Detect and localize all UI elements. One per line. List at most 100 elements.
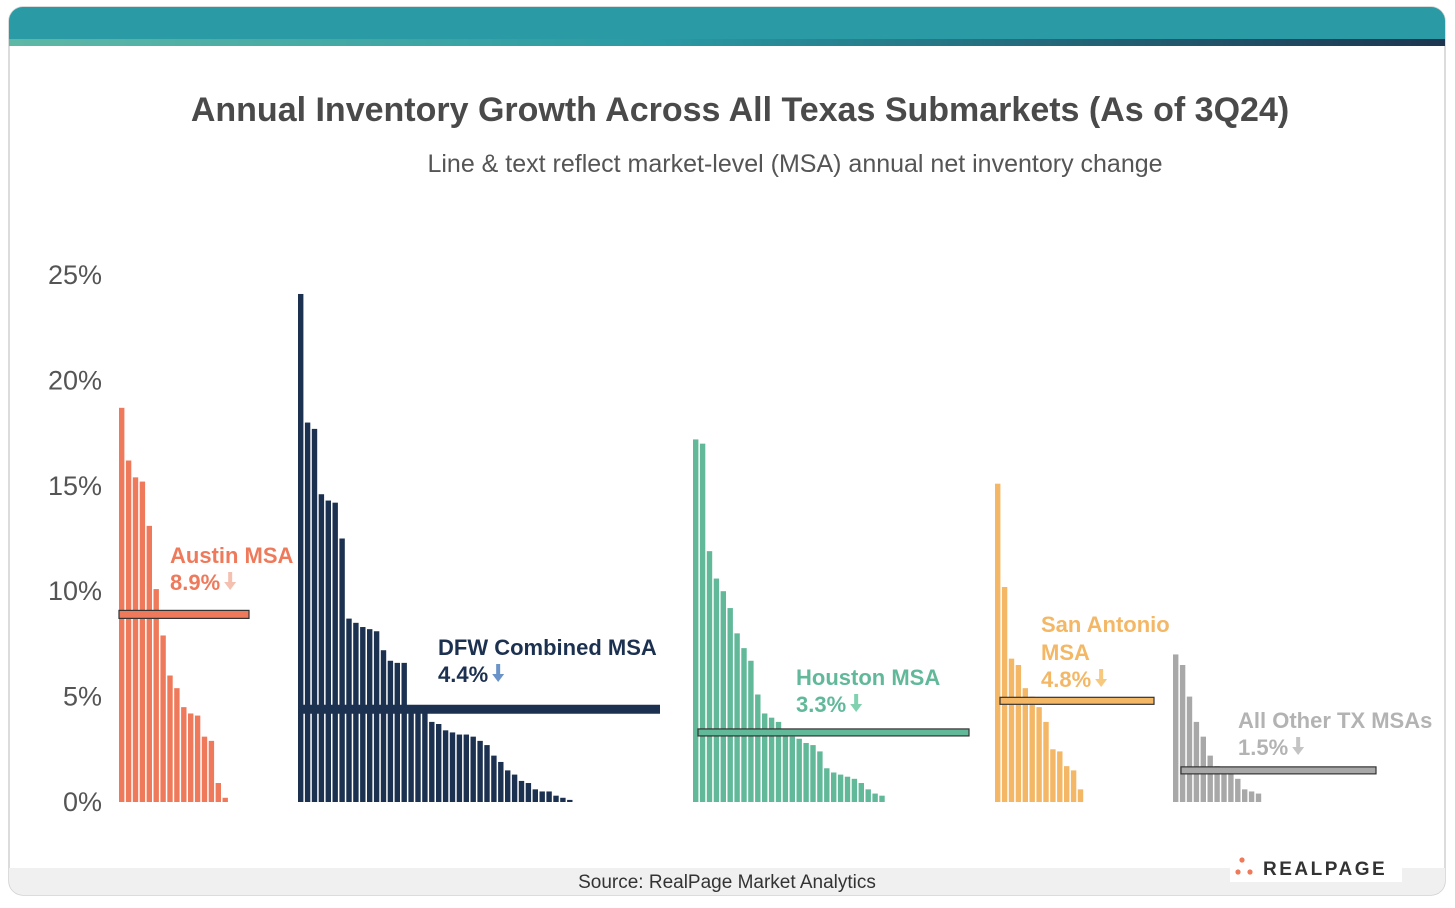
- bar: [1255, 793, 1262, 802]
- bar: [1077, 789, 1084, 802]
- msa-label: 3.3%: [796, 692, 846, 717]
- msa-label: 1.5%: [1238, 735, 1288, 760]
- down-arrow: [224, 572, 237, 590]
- y-tick-label: 5%: [63, 682, 102, 712]
- bar: [511, 774, 518, 802]
- bar: [1228, 770, 1234, 802]
- bar: [1015, 664, 1022, 802]
- bar: [1036, 707, 1042, 802]
- bar: [1173, 654, 1179, 802]
- bar: [394, 662, 400, 802]
- bar: [1179, 664, 1186, 802]
- down-arrow: [850, 694, 863, 712]
- bar: [1235, 778, 1241, 802]
- bar: [803, 742, 809, 802]
- header-stripe: [9, 39, 1445, 46]
- bar: [995, 483, 1001, 802]
- bar: [215, 783, 221, 802]
- bar: [1193, 721, 1200, 802]
- bar: [831, 772, 837, 802]
- bar: [463, 734, 469, 802]
- bar: [125, 460, 132, 802]
- bar: [1221, 768, 1227, 802]
- bar: [498, 761, 504, 802]
- brand: REALPAGE: [1263, 859, 1387, 880]
- y-tick-label: 0%: [63, 787, 102, 817]
- bar: [311, 428, 318, 802]
- bar: [194, 715, 201, 802]
- down-arrow: [492, 664, 505, 682]
- bar: [332, 502, 338, 802]
- bar: [208, 740, 215, 802]
- msa-name: San Antonio MSA: [1041, 612, 1170, 665]
- bar: [755, 694, 761, 802]
- header-band: [9, 7, 1445, 39]
- bar: [837, 774, 844, 802]
- bar: [401, 662, 407, 802]
- bar: [851, 778, 858, 802]
- chart-title: Annual Inventory Growth Across All Texas…: [191, 91, 1289, 129]
- bar: [1029, 696, 1035, 802]
- bar: [436, 724, 442, 802]
- bar: [560, 797, 566, 802]
- bar: [567, 799, 573, 802]
- bar: [817, 751, 823, 802]
- logo-box: [1230, 852, 1402, 882]
- bar: [153, 589, 159, 802]
- down-arrow: [1095, 669, 1108, 687]
- logo-dot: [1235, 869, 1241, 875]
- bar: [298, 293, 304, 802]
- bar: [796, 738, 802, 802]
- bar: [380, 650, 387, 802]
- msa-label: 8.9%: [170, 570, 220, 595]
- bar: [727, 608, 733, 802]
- bar: [1207, 755, 1213, 802]
- bar: [167, 675, 173, 802]
- bar: [318, 494, 325, 802]
- bar: [325, 500, 331, 802]
- bar: [1008, 658, 1015, 802]
- logo-dot: [1239, 857, 1245, 863]
- bar: [304, 422, 311, 802]
- bar: [1057, 751, 1063, 802]
- bar: [782, 730, 789, 802]
- bar: [858, 783, 864, 802]
- bar: [442, 730, 449, 802]
- bar: [456, 734, 463, 802]
- bar: [518, 780, 525, 802]
- bar: [553, 795, 559, 802]
- bar: [160, 635, 166, 802]
- bar: [119, 407, 125, 802]
- bar: [1242, 789, 1248, 802]
- msa-line: [999, 696, 1155, 705]
- bar: [505, 770, 511, 802]
- msa-name: DFW Combined MSA: [438, 635, 657, 660]
- bar: [1070, 770, 1077, 802]
- y-tick-label: 20%: [48, 365, 102, 395]
- bar: [824, 768, 830, 802]
- bar: [762, 713, 768, 802]
- bar: [139, 481, 146, 802]
- bar: [132, 477, 139, 802]
- source: Source: RealPage Market Analytics: [578, 872, 876, 893]
- bar: [879, 795, 885, 802]
- footer-band: [9, 868, 1445, 895]
- bar: [408, 705, 414, 802]
- bar: [1214, 766, 1220, 802]
- bar: [706, 551, 713, 802]
- y-tick-label: 10%: [48, 576, 102, 606]
- bar: [339, 538, 345, 802]
- bar: [539, 791, 545, 802]
- bar: [477, 740, 483, 802]
- bar: [146, 525, 152, 802]
- bar: [789, 736, 795, 802]
- down-arrow: [1292, 737, 1305, 755]
- msa-line: [118, 609, 250, 619]
- bar: [367, 629, 373, 802]
- chart-subtitle: Line & text reflect market-level (MSA) a…: [427, 150, 1162, 178]
- bar: [422, 711, 428, 802]
- msa-name: Houston MSA: [796, 665, 940, 690]
- bar: [865, 789, 871, 802]
- bar: [741, 648, 747, 802]
